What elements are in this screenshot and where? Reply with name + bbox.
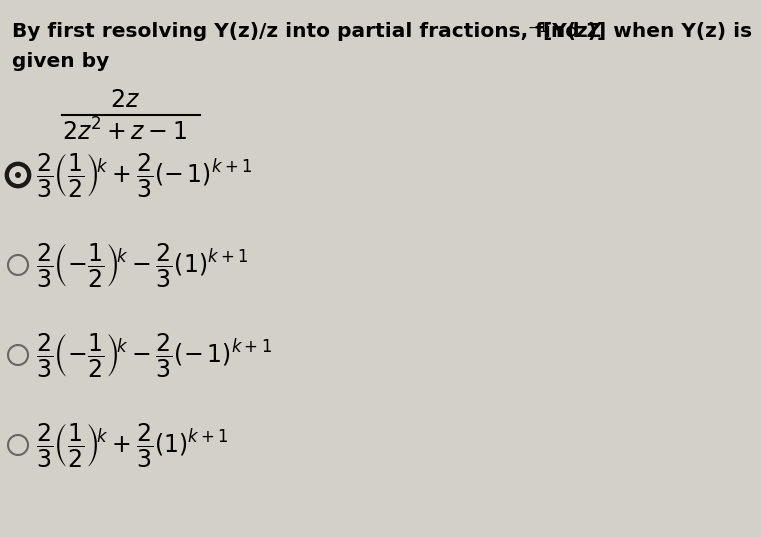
- Circle shape: [6, 163, 30, 187]
- Text: By first resolving Y(z)/z into partial fractions, find Z: By first resolving Y(z)/z into partial f…: [12, 22, 601, 41]
- Circle shape: [9, 166, 27, 184]
- Text: $\dfrac{2}{3}\left(-\dfrac{1}{2}\right)^{\!k} - \dfrac{2}{3}(-\,1)^{k+1}$: $\dfrac{2}{3}\left(-\dfrac{1}{2}\right)^…: [36, 331, 272, 379]
- Text: given by: given by: [12, 52, 110, 71]
- Text: $2z$: $2z$: [110, 88, 140, 112]
- Text: $\dfrac{2}{3}\left(-\dfrac{1}{2}\right)^{\!k} - \dfrac{2}{3}(1)^{k+1}$: $\dfrac{2}{3}\left(-\dfrac{1}{2}\right)^…: [36, 241, 248, 289]
- Text: $\dfrac{2}{3}\left(\dfrac{1}{2}\right)^{\!k} + \dfrac{2}{3}(-\,1)^{k+1}$: $\dfrac{2}{3}\left(\dfrac{1}{2}\right)^{…: [36, 151, 252, 199]
- Text: $2z^2 + z - 1$: $2z^2 + z - 1$: [62, 118, 187, 145]
- Text: [Y(z)] when Y(z) is: [Y(z)] when Y(z) is: [543, 22, 752, 41]
- Text: $^{-1}$: $^{-1}$: [527, 22, 549, 41]
- Circle shape: [15, 172, 21, 178]
- Text: $\dfrac{2}{3}\left(\dfrac{1}{2}\right)^{\!k} + \dfrac{2}{3}(1)^{k+1}$: $\dfrac{2}{3}\left(\dfrac{1}{2}\right)^{…: [36, 421, 228, 469]
